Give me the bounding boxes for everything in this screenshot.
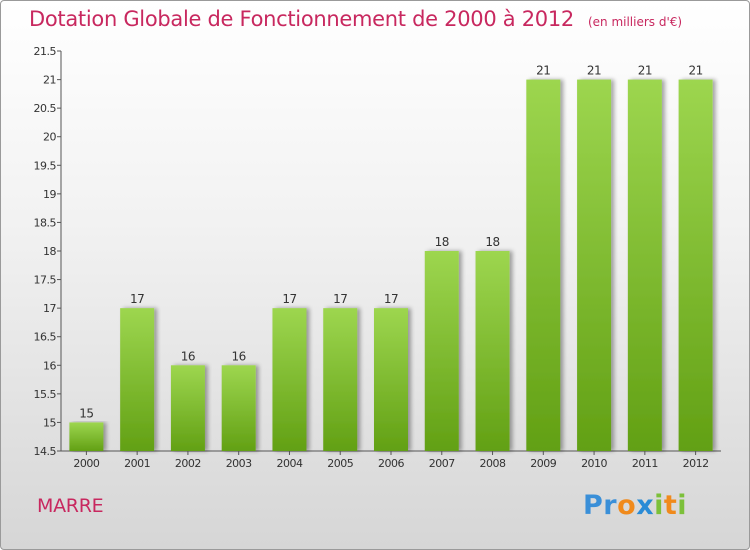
chart-title: Dotation Globale de Fonctionnement de 20… xyxy=(29,7,682,31)
bar-value-label: 16 xyxy=(232,349,246,363)
y-tick-label: 14.5 xyxy=(34,445,57,458)
y-tick-label: 21.5 xyxy=(34,45,57,58)
x-tick-label: 2009 xyxy=(530,457,556,470)
logo-letter: i xyxy=(677,490,688,521)
x-tick-label: 2010 xyxy=(581,457,607,470)
bar-value-label: 18 xyxy=(435,235,449,249)
x-tick-label: 2006 xyxy=(378,457,404,470)
bar xyxy=(678,79,713,452)
bar xyxy=(221,365,256,451)
bar-value-label: 21 xyxy=(638,64,652,78)
bar-value-label: 21 xyxy=(536,64,550,78)
logo-letter: P xyxy=(583,490,604,521)
x-tick-label: 2003 xyxy=(226,457,252,470)
x-tick-label: 2001 xyxy=(124,457,150,470)
bar xyxy=(120,308,155,451)
y-tick-label: 16 xyxy=(43,359,56,372)
logo-letter: x xyxy=(636,490,655,521)
y-tick-label: 16.5 xyxy=(34,331,57,344)
y-tick-label: 15.5 xyxy=(34,388,57,401)
bar xyxy=(272,308,307,451)
bar xyxy=(170,365,205,451)
bar xyxy=(424,251,459,451)
y-tick-label: 20.5 xyxy=(34,102,57,115)
x-tick-label: 2005 xyxy=(327,457,353,470)
x-tick-label: 2012 xyxy=(683,457,709,470)
y-tick-label: 17.5 xyxy=(34,274,57,287)
y-tick-label: 19.5 xyxy=(34,159,57,172)
bar-value-label: 18 xyxy=(485,235,499,249)
logo-letter: r xyxy=(603,490,618,521)
x-tick-label: 2000 xyxy=(73,457,99,470)
logo-letter: t xyxy=(663,490,678,521)
bar-value-label: 21 xyxy=(688,64,702,78)
y-tick-label: 18 xyxy=(43,245,56,258)
place-name: MARRE xyxy=(37,495,104,517)
bar-value-label: 21 xyxy=(587,64,601,78)
y-tick-label: 21 xyxy=(43,74,56,87)
y-tick-label: 18.5 xyxy=(34,216,57,229)
y-tick-label: 19 xyxy=(43,188,56,201)
bar-value-label: 17 xyxy=(282,292,296,306)
x-tick-label: 2011 xyxy=(632,457,658,470)
logo-letter: i xyxy=(654,490,664,521)
bar xyxy=(526,79,561,452)
bar xyxy=(577,79,612,452)
bar xyxy=(475,251,510,451)
bar xyxy=(627,79,662,452)
chart-subtitle: (en milliers d'€) xyxy=(587,15,683,29)
y-tick-label: 20 xyxy=(43,131,56,144)
bar-value-label: 17 xyxy=(333,292,347,306)
chart-title-text: Dotation Globale de Fonctionnement de 20… xyxy=(29,7,574,31)
x-tick-label: 2004 xyxy=(276,457,302,470)
bar-value-label: 16 xyxy=(181,349,195,363)
proxiti-logo: Proxiti xyxy=(583,490,687,521)
x-tick-label: 2008 xyxy=(480,457,506,470)
logo-letter: o xyxy=(617,490,637,521)
y-tick-label: 17 xyxy=(43,302,56,315)
bar-value-label: 17 xyxy=(384,292,398,306)
bar xyxy=(69,422,104,451)
x-tick-label: 2002 xyxy=(175,457,201,470)
bar xyxy=(374,308,408,451)
bar-value-label: 15 xyxy=(79,406,93,420)
bar-value-label: 17 xyxy=(130,292,144,306)
y-tick-label: 15 xyxy=(43,416,56,429)
x-tick-label: 2007 xyxy=(429,457,455,470)
bar xyxy=(323,308,358,451)
